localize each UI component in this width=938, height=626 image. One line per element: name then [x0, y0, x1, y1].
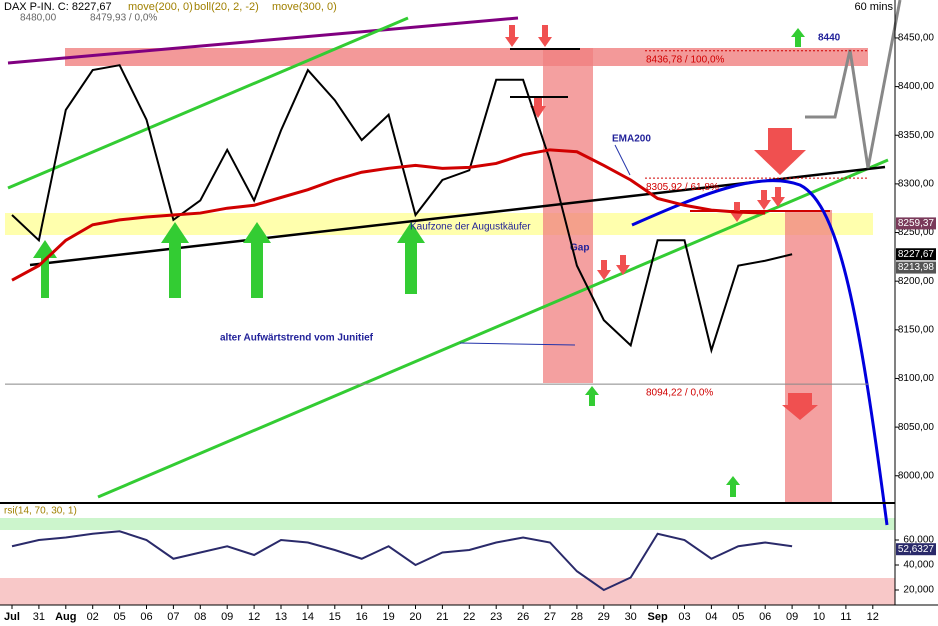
scenario-path [805, 0, 902, 169]
price-line [11, 64, 793, 354]
title: DAX P-IN. C: 8227,67 [4, 1, 112, 13]
price-tag [896, 217, 936, 230]
x-tick-label: 02 [87, 611, 99, 623]
y-tick-label: 40,000 [903, 560, 934, 571]
x-tick-label: Aug [55, 611, 76, 623]
y-tick-label: 8450,00 [898, 33, 935, 44]
x-tick-label: 20 [409, 611, 421, 623]
x-tick-label: 03 [678, 611, 690, 623]
y-tick-label: 8150,00 [898, 324, 935, 335]
x-tick-label: 16 [356, 611, 368, 623]
y-tick-label: 8300,00 [898, 179, 935, 190]
rsi-overbought [0, 518, 895, 530]
price-tag [896, 543, 936, 556]
price-tag-label: 8259,37 [898, 218, 935, 229]
ema-label: EMA200 [612, 134, 651, 145]
pointer [459, 342, 576, 346]
x-tick-label: 11 [840, 611, 851, 623]
x-tick-label: 08 [194, 611, 206, 623]
price-tag-label: 8213,98 [898, 262, 935, 273]
target-zone [785, 210, 832, 503]
y-tick-label: 20,000 [903, 585, 934, 596]
y-tick-label: 8400,00 [898, 81, 935, 92]
y-tick-label: 8100,00 [898, 373, 935, 384]
y-tick-label: 60,000 [903, 535, 934, 546]
zone-label: Kaufzone der Augustkäufer [410, 222, 531, 233]
projection-curve [631, 179, 889, 526]
channel-line [7, 16, 409, 190]
x-tick-label: 15 [329, 611, 341, 623]
y-tick-label: 8350,00 [898, 130, 935, 141]
x-tick-label: 06 [140, 611, 152, 623]
x-tick-label: Jul [4, 611, 20, 623]
june-uptrend [97, 158, 889, 499]
x-tick-label: 28 [571, 611, 583, 623]
x-tick-label: 05 [113, 611, 125, 623]
indicator-line [11, 148, 766, 282]
top-label: 8480,00 [20, 13, 57, 24]
rsi-title: rsi(14, 70, 30, 1) [4, 506, 77, 517]
timeframe: 60 mins [854, 1, 893, 13]
x-tick-label: 31 [33, 611, 45, 623]
sell-arrows [505, 25, 818, 420]
x-tick-label: 27 [544, 611, 556, 623]
resistance-zone [65, 48, 868, 66]
indicator-line [11, 530, 793, 592]
pointer [614, 144, 631, 176]
indicator: move(200, 0) [128, 1, 193, 13]
x-tick-label: 09 [221, 611, 233, 623]
y-tick-label: 8050,00 [898, 422, 935, 433]
x-tick-label: 12 [248, 611, 260, 623]
drop-zone [543, 48, 593, 383]
upper-trendline [7, 16, 519, 65]
y-tick-label: 8200,00 [898, 276, 935, 287]
top-label: 8479,93 / 0,0% [90, 13, 157, 24]
x-tick-label: Sep [648, 611, 668, 623]
x-tick-label: 05 [732, 611, 744, 623]
gap-label: Gap [570, 243, 589, 254]
fib-label: 8436,78 / 100,0% [646, 54, 725, 65]
buy-zone [5, 213, 873, 235]
rsi-oversold [0, 578, 895, 605]
x-tick-label: 14 [302, 611, 314, 623]
x-tick-label: 06 [759, 611, 771, 623]
x-tick-label: 26 [517, 611, 529, 623]
x-tick-label: 04 [705, 611, 717, 623]
x-tick-label: 12 [867, 611, 879, 623]
x-tick-label: 10 [813, 611, 825, 623]
indicator: move(300, 0) [272, 1, 337, 13]
price-tag [896, 248, 936, 261]
x-tick-label: 29 [598, 611, 610, 623]
x-tick-label: 30 [625, 611, 637, 623]
indicator: boll(20, 2, -2) [194, 1, 259, 13]
price-tag-label: 52,6327 [898, 544, 935, 555]
trend-label: alter Aufwärtstrend vom Junitief [220, 333, 374, 344]
price-tag-label: 8227,67 [898, 249, 935, 260]
x-tick-label: 13 [275, 611, 287, 623]
x-tick-label: 21 [436, 611, 448, 623]
x-tick-label: 19 [382, 611, 394, 623]
fib-label: 8305,92 / 61,8% [646, 182, 719, 193]
x-tick-label: 23 [490, 611, 502, 623]
price-tag [896, 261, 936, 274]
x-tick-label: 22 [463, 611, 475, 623]
target-label: 8440 [818, 33, 841, 44]
y-tick-label: 8000,00 [898, 470, 935, 481]
fib-label: 8094,22 / 0,0% [646, 388, 713, 399]
x-tick-label: 07 [167, 611, 179, 623]
x-tick-label: 09 [786, 611, 798, 623]
y-tick-label: 8250,00 [898, 227, 935, 238]
